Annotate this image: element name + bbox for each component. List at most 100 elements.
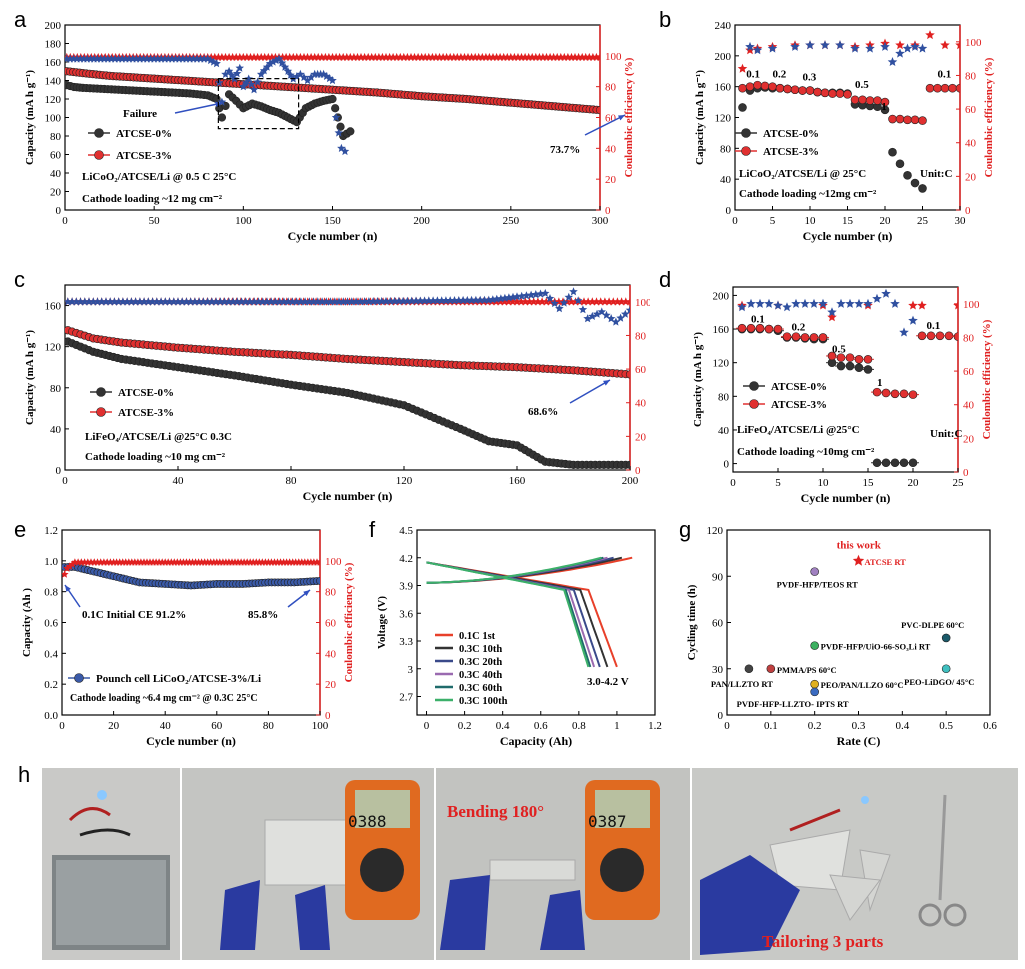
annotation: 73.7% bbox=[550, 144, 580, 156]
data-point-atcse-3- bbox=[790, 85, 800, 95]
y2-tick-label: 100 bbox=[963, 299, 980, 311]
y-tick-label: 0.8 bbox=[44, 587, 58, 599]
x-tick-label: 0.4 bbox=[895, 720, 909, 732]
panel-label-d: d bbox=[659, 267, 671, 292]
data-point-ce-atcse-0- bbox=[790, 41, 800, 51]
data-point-ce-atcse-3- bbox=[552, 52, 562, 61]
data-point-ce bbox=[149, 558, 158, 566]
rate-label: 1 bbox=[877, 377, 883, 389]
data-point-ce bbox=[80, 558, 89, 566]
data-point-atcse-0- bbox=[836, 361, 846, 371]
plot-frame bbox=[734, 24, 961, 211]
x-tick-label: 0.4 bbox=[496, 720, 510, 732]
data-point-ce-atcse-0- bbox=[334, 128, 343, 137]
data-point-ce-atcse-3- bbox=[955, 40, 960, 50]
data-point-ce bbox=[261, 558, 270, 566]
rate-label: 0.2 bbox=[773, 68, 787, 80]
plot-frame bbox=[416, 529, 656, 716]
legend-marker bbox=[96, 387, 106, 397]
y-tick-label: 120 bbox=[715, 113, 732, 125]
data-point-atcse-0- bbox=[845, 361, 855, 371]
data-point-ce-atcse-0- bbox=[262, 297, 272, 306]
point-label: PAN/LLZTO RT bbox=[711, 679, 773, 689]
data-point-ce-atcse-0- bbox=[890, 298, 900, 308]
data-point-ce-atcse-0- bbox=[887, 57, 898, 66]
data-point-ce-atcse-0- bbox=[161, 297, 170, 306]
data-point-ce-atcse-0- bbox=[178, 54, 187, 63]
data-point-ce-atcse-0- bbox=[583, 314, 592, 323]
data-point-ce-atcse-0- bbox=[782, 302, 792, 312]
y2-tick-label: 0 bbox=[325, 710, 331, 722]
y-tick-label: 40 bbox=[720, 174, 732, 186]
data-point-ce-atcse-0- bbox=[475, 295, 485, 304]
data-point-ce-atcse-0- bbox=[93, 54, 102, 63]
data-point-ce-atcse-0- bbox=[189, 54, 198, 63]
data-point-ce-atcse-0- bbox=[368, 297, 378, 306]
y-tick-label: 140 bbox=[45, 76, 62, 88]
data-point-ce bbox=[90, 558, 99, 566]
x-tick-label: 20 bbox=[880, 215, 892, 227]
plot-frame bbox=[61, 529, 321, 716]
y2-tick-label: 0 bbox=[605, 205, 611, 217]
data-point-ce-atcse-0- bbox=[271, 56, 281, 65]
y2-tick-label: 100 bbox=[325, 556, 342, 568]
data-point-ce-atcse-0- bbox=[249, 85, 259, 94]
y-tick-label: 200 bbox=[715, 51, 732, 63]
discharge-curve bbox=[426, 561, 609, 668]
data-point-ce-atcse-0- bbox=[616, 313, 625, 322]
data-point-ce-atcse-0- bbox=[820, 40, 830, 50]
data-point-ce-atcse-0- bbox=[262, 62, 272, 71]
data-point-pmma-ps-60-c bbox=[766, 664, 776, 674]
data-point-ce-atcse-3- bbox=[456, 52, 466, 61]
data-point-ce bbox=[68, 560, 77, 568]
y-tick-label: 40 bbox=[50, 424, 62, 436]
data-point-ce-atcse-0- bbox=[606, 314, 616, 323]
legend-entry: ATCSE-0% bbox=[116, 128, 172, 140]
y-tick-label: 120 bbox=[45, 342, 62, 354]
x-tick-label: 40 bbox=[160, 720, 172, 732]
data-point-ce-atcse-0- bbox=[194, 297, 204, 306]
data-point-atcse-3- bbox=[903, 115, 912, 125]
data-point-ce-atcse-0- bbox=[317, 297, 327, 306]
data-point-ce-atcse-0- bbox=[863, 298, 873, 308]
panel-label-c: c bbox=[14, 267, 25, 292]
x-axis-label: Cycle number (n) bbox=[803, 229, 893, 243]
data-point-ce bbox=[106, 558, 115, 566]
panel-label-a: a bbox=[14, 7, 27, 32]
data-point-atcse-3- bbox=[753, 80, 762, 90]
y-tick-label: 0.0 bbox=[44, 710, 58, 722]
x-axis-label: Capacity (Ah) bbox=[500, 734, 572, 748]
data-point-ce-atcse-0- bbox=[114, 297, 123, 306]
data-point-atcse-3- bbox=[764, 324, 774, 334]
data-point-ce bbox=[115, 558, 124, 566]
data-point-ce-atcse-3- bbox=[745, 45, 755, 55]
x-tick-label: 160 bbox=[509, 475, 526, 487]
data-point-atcse-0- bbox=[895, 159, 905, 169]
y-tick-label: 60 bbox=[712, 618, 724, 630]
y-tick-label: 0.6 bbox=[44, 618, 58, 630]
annotation: Cathode loading ~10 mg cm⁻² bbox=[85, 451, 226, 463]
y-tick-label: 240 bbox=[715, 20, 732, 32]
data-point-ce-atcse-0- bbox=[573, 296, 583, 305]
data-point-ce-atcse-0- bbox=[139, 297, 149, 306]
data-point-ce-atcse-0- bbox=[241, 78, 251, 87]
data-point-atcse-3- bbox=[865, 96, 875, 105]
annotation: Cathode loading ~10mg cm⁻² bbox=[737, 446, 875, 458]
chart-a: a0 50 100 150 200 250 300020406080100120140160… bbox=[14, 7, 635, 243]
x-tick-label: 200 bbox=[413, 215, 430, 227]
y-tick-label: 90 bbox=[712, 571, 724, 583]
y2-tick-label: 0 bbox=[963, 467, 969, 479]
x-tick-label: 80 bbox=[263, 720, 275, 732]
legend-marker bbox=[749, 399, 759, 409]
data-point-ce-atcse-0- bbox=[65, 297, 73, 306]
data-point-ce bbox=[218, 558, 227, 566]
data-point-ce-atcse-3- bbox=[360, 52, 369, 61]
data-point-ce bbox=[62, 570, 69, 578]
annotation: Cathode loading ~12mg cm⁻² bbox=[739, 188, 877, 200]
data-point-ce-atcse-0- bbox=[89, 54, 99, 63]
data-point-ce-atcse-0- bbox=[791, 298, 801, 308]
x-tick-label: 40 bbox=[173, 475, 185, 487]
annotation: LiCoO₂/ATCSE/Li @ 25°C bbox=[739, 168, 866, 180]
data-point-ce-atcse-0- bbox=[881, 288, 891, 298]
x-tick-label: 100 bbox=[312, 720, 329, 732]
